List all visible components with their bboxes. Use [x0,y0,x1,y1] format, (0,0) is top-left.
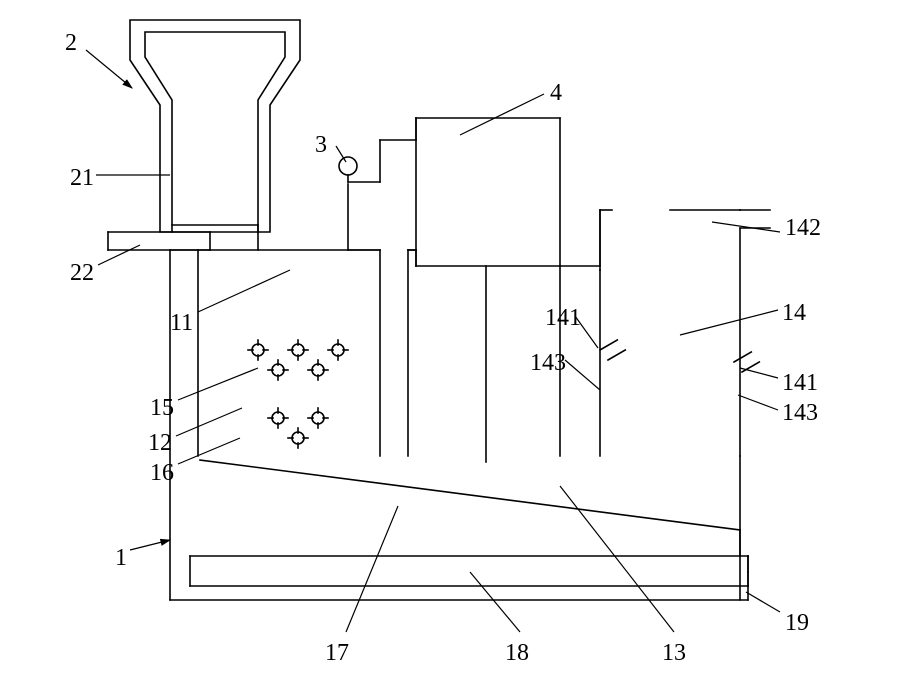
label-3: 3 [315,132,327,159]
label-16: 16 [150,460,174,487]
label-12: 12 [148,430,172,457]
label-21: 21 [70,165,94,192]
label-19: 19 [785,610,809,637]
label-11: 11 [170,310,193,337]
label-15: 15 [150,395,174,422]
label-13: 13 [662,640,686,667]
label-141a: 141 [545,305,581,332]
label-14: 14 [782,300,806,327]
label-2: 2 [65,30,77,57]
label-142: 142 [785,215,821,242]
label-141b: 141 [782,370,818,397]
label-22: 22 [70,260,94,287]
label-1: 1 [115,545,127,572]
diagram-canvas [0,0,898,678]
label-143b: 143 [782,400,818,427]
label-17: 17 [325,640,349,667]
label-143a: 143 [530,350,566,377]
label-4: 4 [550,80,562,107]
label-18: 18 [505,640,529,667]
